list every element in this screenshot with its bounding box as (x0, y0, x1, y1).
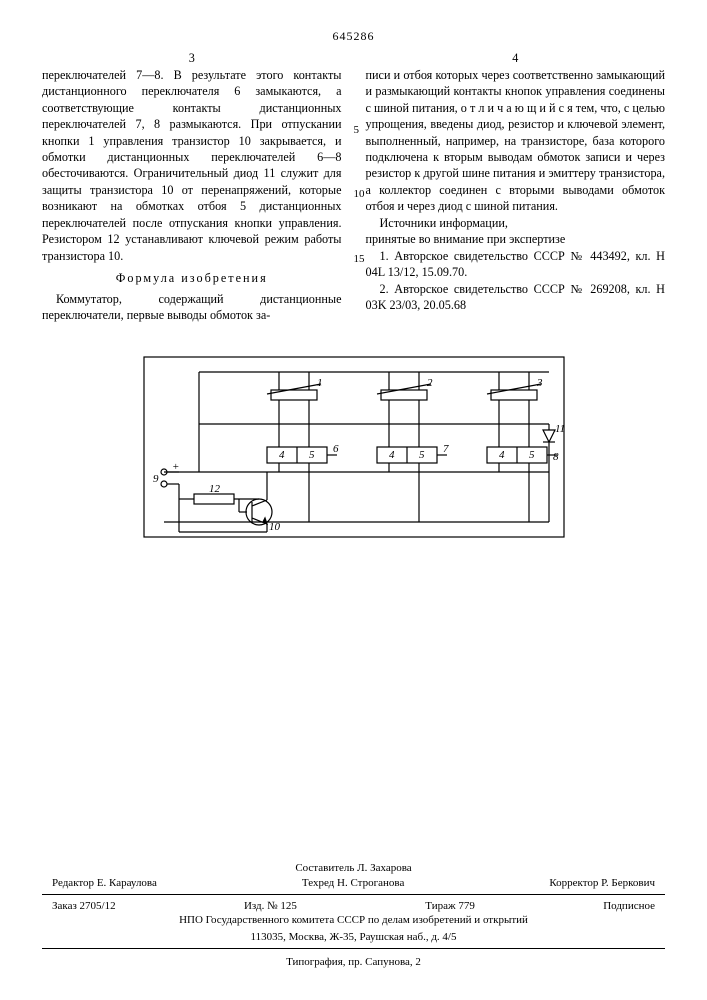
rule-1 (42, 894, 665, 895)
print-row: Заказ 2705/12 Изд. № 125 Тираж 779 Подпи… (42, 899, 665, 914)
addr: 113035, Москва, Ж-35, Раушская наб., д. … (42, 930, 665, 945)
page: 645286 3 4 5 10 15 переключателей 7—8. В… (0, 0, 707, 562)
label-4c: 4 (499, 449, 505, 461)
text-columns: 5 10 15 переключателей 7—8. В результате… (42, 67, 665, 324)
label-5c: 5 (529, 449, 535, 461)
label-4b: 4 (389, 449, 395, 461)
label-3: 3 (536, 377, 543, 389)
marker-10: 10 (354, 187, 365, 202)
colophon: Составитель Л. Захарова Редактор E. Кара… (42, 861, 665, 970)
formula-title: Формула изобретения (42, 270, 342, 286)
label-9: 9 (153, 473, 159, 485)
label-11: 11 (555, 423, 565, 435)
rule-2 (42, 948, 665, 949)
label-6: 6 (333, 443, 339, 455)
compiler-label: Составитель (295, 862, 354, 874)
source-2: 2. Авторское свидетельство СССР № 269208… (366, 281, 666, 314)
corr: Р. Беркович (601, 877, 655, 889)
corr-label: Корректор (549, 877, 598, 889)
compiler-row: Составитель Л. Захарова (42, 861, 665, 876)
tech: Н. Строганова (337, 877, 404, 889)
claim: Коммутатор, содержащий дистанционные пер… (42, 291, 342, 324)
right-p1: писи и отбоя которых через соответственн… (366, 67, 666, 215)
sources-sub: принятые во внимание при экспертизе (366, 231, 666, 247)
tirazh: Тираж 779 (425, 899, 475, 914)
label-plus: + (172, 461, 179, 473)
marker-5: 5 (354, 123, 360, 138)
label-1: 1 (317, 377, 323, 389)
label-7: 7 (443, 443, 449, 455)
order: Заказ 2705/12 (52, 899, 116, 914)
tech-label: Техред (302, 877, 334, 889)
column-numbers: 3 4 (42, 50, 665, 66)
label-10: 10 (269, 521, 281, 533)
col-num-right: 4 (366, 50, 666, 66)
left-column: переключателей 7—8. В результате этого к… (42, 67, 342, 324)
sources-title: Источники информации, (366, 215, 666, 231)
compiler: Л. Захарова (357, 862, 412, 874)
editor: E. Караулова (97, 877, 157, 889)
org: НПО Государственного комитета СССР по де… (42, 913, 665, 928)
typography: Типография, пр. Сапунова, 2 (42, 955, 665, 970)
patent-number: 645286 (42, 28, 665, 44)
label-5a: 5 (309, 449, 315, 461)
schematic-wrap: 1 2 3 4 5 4 5 4 5 6 7 8 9 + 10 11 12 (42, 352, 665, 542)
circuit-schematic: 1 2 3 4 5 4 5 4 5 6 7 8 9 + 10 11 12 (139, 352, 569, 542)
izd: Изд. № 125 (244, 899, 297, 914)
label-8: 8 (553, 451, 559, 463)
right-column: писи и отбоя которых через соответственн… (366, 67, 666, 324)
sub: Подписное (603, 899, 655, 914)
label-2: 2 (427, 377, 433, 389)
credits-row: Редактор E. Караулова Техред Н. Строгано… (42, 876, 665, 891)
label-4a: 4 (279, 449, 285, 461)
left-p1: переключателей 7—8. В результате этого к… (42, 67, 342, 265)
label-12: 12 (209, 483, 221, 495)
editor-label: Редактор (52, 877, 94, 889)
marker-15: 15 (354, 252, 365, 267)
label-5b: 5 (419, 449, 425, 461)
source-1: 1. Авторское свидетельство СССР № 443492… (366, 248, 666, 281)
col-num-left: 3 (42, 50, 342, 66)
